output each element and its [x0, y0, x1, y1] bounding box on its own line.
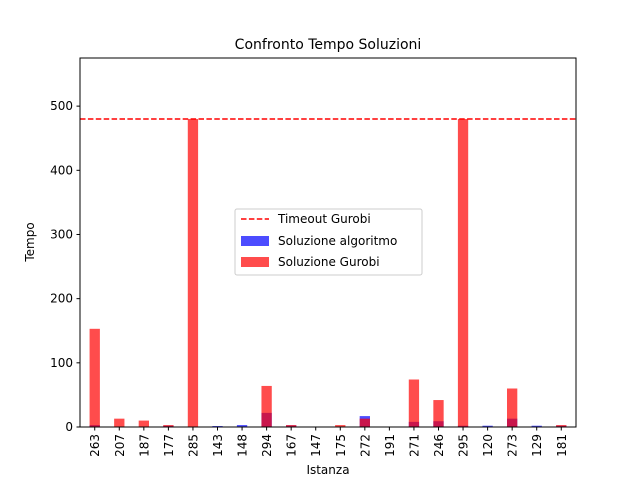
x-tick-label-246: 246 [432, 434, 446, 457]
y-tick-label-100: 100 [50, 356, 73, 370]
chart-title: Confronto Tempo Soluzioni [235, 37, 422, 53]
legend-algoritmo-label: Soluzione algoritmo [278, 234, 397, 248]
x-tick-label-187: 187 [137, 434, 151, 457]
legend-frame [234, 208, 423, 276]
bar-soluzione-gurobi-273 [507, 388, 518, 427]
x-tick-label-147: 147 [309, 434, 323, 457]
bar-soluzione-gurobi-167 [286, 425, 297, 427]
x-tick-label-181: 181 [555, 434, 569, 457]
bar-soluzione-gurobi-263 [89, 328, 100, 427]
y-tick-label-300: 300 [50, 227, 73, 241]
bar-soluzione-gurobi-177 [163, 425, 174, 427]
legend: Timeout Gurobi Soluzione algoritmo Soluz… [234, 208, 423, 276]
x-tick-label-294: 294 [260, 434, 274, 457]
x-tick-label-295: 295 [457, 434, 471, 457]
bar-soluzione-gurobi-272 [359, 418, 370, 427]
legend-algoritmo-swatch [241, 236, 269, 246]
legend-gurobi-swatch [241, 257, 269, 267]
x-tick-label-271: 271 [407, 434, 421, 457]
y-tick-label-400: 400 [50, 163, 73, 177]
y-axis-label: Tempo [23, 222, 37, 262]
x-tick-label-207: 207 [113, 434, 127, 457]
x-axis-label: Istanza [306, 463, 349, 477]
legend-timeout-label: Timeout Gurobi [277, 212, 371, 226]
y-tick-label-200: 200 [50, 292, 73, 306]
x-tick-label-273: 273 [506, 434, 520, 457]
x-tick-label-175: 175 [334, 434, 348, 457]
x-tick-label-263: 263 [88, 434, 102, 457]
x-tick-label-191: 191 [383, 434, 397, 457]
bar-soluzione-algoritmo-129 [531, 425, 542, 427]
bar-soluzione-gurobi-271 [408, 379, 420, 427]
x-tick-label-272: 272 [358, 434, 372, 457]
y-tick-label-500: 500 [50, 99, 73, 113]
x-tick-label-143: 143 [211, 434, 225, 457]
y-tick-label-0: 0 [65, 420, 73, 434]
legend-gurobi-label: Soluzione Gurobi [278, 255, 380, 269]
x-tick-label-129: 129 [530, 434, 544, 457]
bar-soluzione-gurobi-207 [114, 418, 125, 427]
bar-soluzione-algoritmo-120 [482, 425, 493, 427]
x-tick-label-148: 148 [236, 434, 250, 457]
bar-soluzione-gurobi-175 [335, 425, 346, 427]
bar-soluzione-gurobi-294 [261, 385, 272, 427]
x-tick-label-167: 167 [285, 434, 299, 457]
bar-soluzione-gurobi-246 [433, 400, 444, 427]
bar-soluzione-gurobi-295 [457, 118, 469, 427]
bar-soluzione-algoritmo-148 [236, 425, 248, 427]
x-tick-label-120: 120 [481, 434, 495, 457]
plot-area: 0 100 200 300 400 500 263 207 187 177 285 143 148 294… [50, 57, 577, 457]
axes-frame [79, 57, 577, 428]
x-tick-label-285: 285 [186, 434, 200, 457]
bar-soluzione-gurobi-285 [187, 118, 199, 427]
bar-soluzione-gurobi-187 [138, 420, 149, 427]
x-tick-label-177: 177 [162, 434, 176, 457]
bar-soluzione-gurobi-181 [556, 425, 567, 427]
